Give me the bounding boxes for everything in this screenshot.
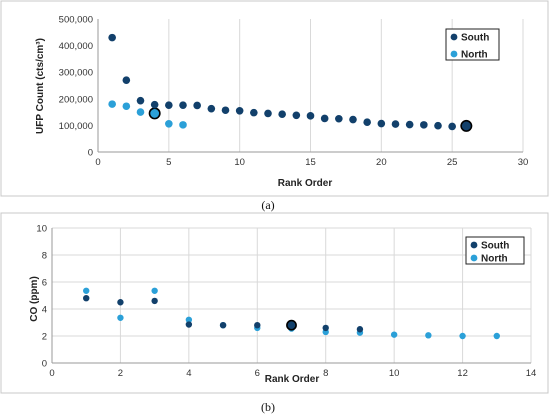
chart-a-legend-marker-south: [450, 33, 458, 41]
chart-a-point-south: [165, 101, 173, 109]
chart-b-caption: (b): [261, 400, 275, 414]
chart-b-point-north: [83, 287, 90, 294]
chart-b-legend-label-south: South: [481, 241, 509, 252]
chart-b-legend-marker-north: [470, 254, 478, 262]
chart-b-xlabel: Rank Order: [265, 374, 320, 385]
chart-b-x-tick-label: 12: [457, 368, 468, 379]
chart-b-legend: [465, 236, 525, 265]
chart-a-legend-label-south: South: [461, 33, 489, 44]
chart-a-point-south: [235, 106, 244, 115]
chart-b-point-north: [151, 287, 158, 294]
chart-b-x-tick-label: 8: [323, 368, 328, 379]
chart-b-point-south: [286, 319, 297, 331]
chart-a-point-north: [108, 100, 116, 108]
chart-b-y-tick-label: 8: [42, 251, 47, 262]
chart-a-point-south: [122, 76, 131, 84]
chart-a-point-south: [335, 114, 343, 123]
chart-b-plot: 0 2 4 6 8 10 12 14 0 2 4 6 8 10 South North: [36, 224, 536, 380]
chart-a-caption: (a): [261, 198, 274, 212]
chart-b-x-tick-label: 2: [118, 368, 123, 379]
chart-a-point-south: [207, 104, 216, 113]
chart-b-y-tick-label: 0: [42, 359, 47, 370]
chart-b-point-north: [117, 314, 124, 321]
chart-b-point-south: [219, 322, 227, 329]
chart-a-point-south: [292, 111, 301, 120]
chart-b-x-tick-label: 0: [49, 368, 54, 379]
chart-a-legend-label-north: North: [461, 50, 488, 61]
chart-a-point-north: [179, 121, 187, 129]
chart-b-point-south: [83, 295, 90, 302]
chart-a-legend-marker-north: [450, 50, 458, 58]
chart-b-point-south: [151, 297, 158, 305]
chart-b-point-north: [493, 332, 500, 340]
chart-a-y-tick-label: 300,000: [59, 68, 93, 79]
chart-b-point-south: [185, 321, 193, 328]
chart-b-x-tick-label: 14: [526, 368, 537, 379]
chart-a-point-south: [448, 122, 456, 131]
chart-a-y-tick-label: 400,000: [59, 41, 93, 52]
chart-a-point-south: [420, 121, 428, 129]
chart-a-x-tick-label: 0: [95, 157, 100, 168]
chart-b-y-tick-label: 4: [42, 305, 47, 316]
chart-b-ylabel: CO (ppm): [29, 276, 40, 322]
chart-a-point-north: [148, 107, 161, 120]
chart-a-y-tick-label: 200,000: [59, 94, 93, 105]
chart-a-point-south: [150, 100, 159, 109]
chart-b-x-tick-label: 6: [255, 368, 260, 379]
chart-a-point-south: [434, 121, 442, 130]
chart-b-y-tick-label: 10: [36, 224, 47, 235]
chart-b-point-north: [390, 331, 398, 338]
chart-a-point-north: [136, 108, 145, 116]
chart-b-point-south: [322, 324, 329, 332]
chart-a-x-tick-label: 10: [234, 157, 245, 168]
chart-a-point-south: [179, 101, 187, 109]
chart-a-point-south: [460, 119, 473, 132]
chart-b-point-north: [459, 332, 466, 340]
chart-b-y-tick-label: 6: [42, 278, 47, 289]
chart-a-point-north: [122, 102, 131, 111]
chart-b-point-north: [185, 316, 193, 323]
chart-a-point-south: [250, 108, 258, 117]
chart-a-point-south: [136, 96, 145, 105]
chart-a-x-tick-label: 15: [305, 157, 316, 168]
chart-a-point-south: [278, 110, 286, 119]
chart-b-x-tick-label: 4: [186, 368, 191, 379]
chart-a-point-south: [405, 120, 414, 129]
chart-a-plot: 0 5 10 15 20 25 30 0 100,000 200,000 300,000 400,00…: [59, 15, 529, 169]
chart-a-ylabel: UFP Count (cts/cm³): [35, 38, 46, 134]
chart-b-y-tick-label: 2: [42, 332, 47, 343]
chart-b-point-north: [425, 332, 432, 339]
chart-b-point-south: [117, 299, 124, 306]
chart-a-point-south: [363, 118, 371, 127]
chart-a-point-south: [349, 115, 357, 124]
chart-a-point-north: [165, 120, 173, 128]
chart-a-point-south: [377, 119, 386, 128]
chart-a-x-tick-label: 30: [518, 157, 529, 168]
chart-b-x-tick-label: 10: [389, 368, 400, 379]
chart-a-x-tick-label: 20: [376, 157, 387, 168]
chart-a-point-south: [264, 109, 272, 118]
chart-a-x-tick-label: 25: [447, 157, 458, 168]
chart-a-point-south: [306, 112, 315, 120]
chart-a-x-tick-label: 5: [166, 157, 171, 168]
chart-a-point-south: [193, 101, 201, 110]
chart-b-legend-label-north: North: [481, 254, 508, 265]
chart-a-xlabel: Rank Order: [278, 178, 333, 189]
chart-a-point-south: [320, 114, 329, 123]
chart-a-y-tick-label: 500,000: [59, 15, 93, 26]
chart-b-point-south: [356, 326, 364, 333]
chart-a-point-south: [108, 33, 116, 42]
chart-a-point-south: [221, 106, 230, 115]
chart-a-point-south: [391, 120, 400, 128]
chart-a-y-tick-label: 0: [88, 148, 93, 159]
chart-b-point-south: [254, 322, 261, 329]
chart-b-legend-marker-south: [470, 241, 478, 249]
chart-a-y-tick-label: 100,000: [59, 121, 93, 132]
